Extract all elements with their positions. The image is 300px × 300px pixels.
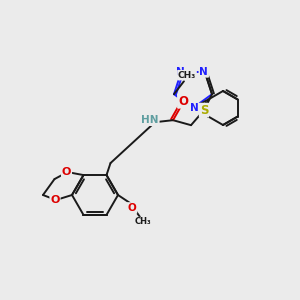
Text: O: O xyxy=(178,95,188,108)
Text: N: N xyxy=(176,67,184,77)
Text: O: O xyxy=(128,203,136,213)
Text: CH₃: CH₃ xyxy=(178,71,196,80)
Text: O: O xyxy=(50,195,60,205)
Text: HN: HN xyxy=(141,115,159,125)
Text: O: O xyxy=(62,167,71,177)
Text: N: N xyxy=(190,103,198,113)
Text: N: N xyxy=(200,67,208,77)
Text: S: S xyxy=(200,104,208,117)
Text: CH₃: CH₃ xyxy=(135,218,151,226)
